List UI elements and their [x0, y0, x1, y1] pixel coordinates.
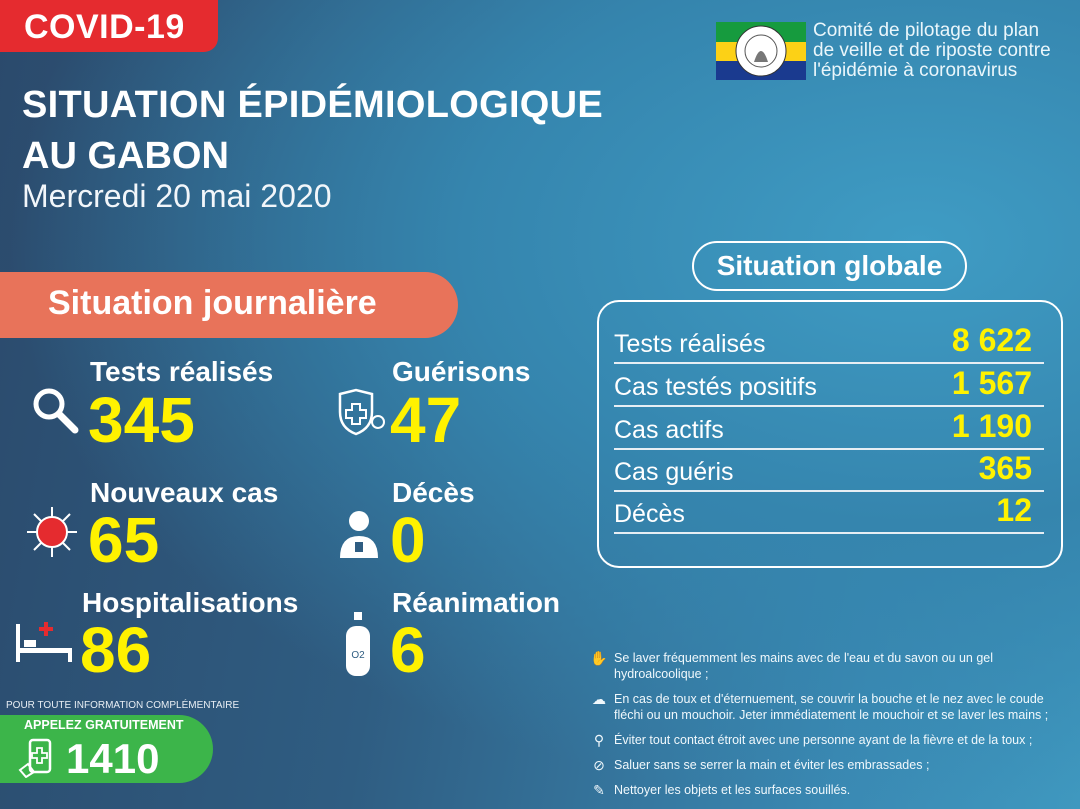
hotline-label: APPELEZ GRATUITEMENT [24, 718, 184, 732]
stat-label-new-cases: Nouveaux cas [90, 477, 279, 508]
row-label: Décès [614, 500, 685, 528]
tip-text: Se laver fréquemment les mains avec de l… [614, 651, 993, 681]
global-section-title: Situation globale [692, 241, 967, 291]
table-row: Cas actifs 1 190 [614, 408, 1044, 450]
row-label: Tests réalisés [614, 330, 766, 358]
stat-label-hospitalisations: Hospitalisations [82, 587, 299, 618]
tip-item: ✎ Nettoyer les objets et les surfaces sou… [590, 782, 1070, 798]
stat-value-hospitalisations: 86 [80, 614, 152, 686]
table-row: Tests réalisés 8 622 [614, 322, 1044, 364]
tip-text: Éviter tout contact étroit avec une pers… [614, 733, 1033, 747]
oxygen-tank-icon: O2 [346, 612, 370, 676]
row-value: 1 567 [951, 365, 1032, 401]
no-handshake-icon: ⊘ [593, 757, 605, 773]
stat-value-recoveries: 47 [390, 384, 462, 456]
prevention-tips: ✋ Se laver fréquemment les mains avec de … [590, 650, 1070, 807]
handwash-icon: ✋ [590, 650, 608, 666]
organization-name: Comité de pilotage du plan de veille et … [813, 21, 1051, 81]
stat-label-icu: Réanimation [392, 587, 561, 618]
magnifier-icon [33, 388, 79, 434]
row-label: Cas actifs [614, 416, 724, 444]
row-value: 1 190 [951, 408, 1032, 444]
row-value: 365 [978, 450, 1032, 486]
stat-value-tests: 345 [88, 384, 195, 456]
hotline-caption: POUR TOUTE INFORMATION COMPLÉMENTAIRE [6, 700, 240, 711]
tip-item: ✋ Se laver fréquemment les mains avec de … [590, 650, 1070, 682]
table-row: Décès 12 [614, 492, 1044, 534]
gabon-flag-seal-logo [716, 22, 806, 80]
table-row: Cas testés positifs 1 567 [614, 365, 1044, 407]
org-line: de veille et de riposte contre [813, 40, 1051, 61]
covid-tag: COVID-19 [0, 0, 218, 52]
row-label: Cas testés positifs [614, 373, 817, 401]
report-date: Mercredi 20 mai 2020 [22, 178, 332, 214]
stat-value-deaths: 0 [390, 504, 426, 576]
hotline-number[interactable]: 1410 [66, 735, 160, 782]
stat-label-tests: Tests réalisés [90, 356, 274, 387]
sneeze-icon: ☁ [592, 691, 606, 707]
svg-text:O2: O2 [351, 650, 365, 661]
daily-section-banner: Situation journalière [0, 272, 458, 338]
tip-item: ⊘ Saluer sans se serrer la main et éviter… [590, 757, 1070, 773]
person-icon [340, 511, 378, 558]
tip-text: Saluer sans se serrer la main et éviter … [614, 758, 930, 772]
row-value: 8 622 [951, 322, 1032, 358]
tip-text: Nettoyer les objets et les surfaces soui… [614, 783, 851, 797]
stat-label-recoveries: Guérisons [392, 356, 531, 387]
page-title-line2: AU GABON [22, 135, 229, 177]
stat-label-deaths: Décès [392, 477, 475, 508]
table-row: Cas guéris 365 [614, 450, 1044, 492]
page-title-line1: SITUATION ÉPIDÉMIOLOGIQUE [22, 84, 604, 126]
stat-value-icu: 6 [390, 614, 426, 686]
row-value: 12 [996, 492, 1032, 528]
phone-hand-icon [18, 738, 52, 778]
row-label: Cas guéris [614, 458, 734, 486]
distance-icon: ⚲ [593, 732, 605, 748]
global-stats-table: Tests réalisés 8 622 Cas testés positifs 1… [597, 300, 1063, 568]
org-line: l'épidémie à coronavirus [813, 60, 1018, 81]
org-line: Comité de pilotage du plan [813, 20, 1040, 41]
tip-item: ⚲ Éviter tout contact étroit avec une per… [590, 732, 1070, 748]
tip-text: En cas de toux et d'éternuement, se couv… [614, 692, 1049, 722]
stat-value-new-cases: 65 [88, 504, 160, 576]
shield-virus-icon [338, 388, 385, 436]
tip-item: ☁ En cas de toux et d'éternuement, se cou… [590, 691, 1070, 723]
hospital-bed-icon [16, 622, 72, 662]
cleaning-icon: ✎ [593, 782, 605, 798]
virus-icon [27, 507, 77, 557]
